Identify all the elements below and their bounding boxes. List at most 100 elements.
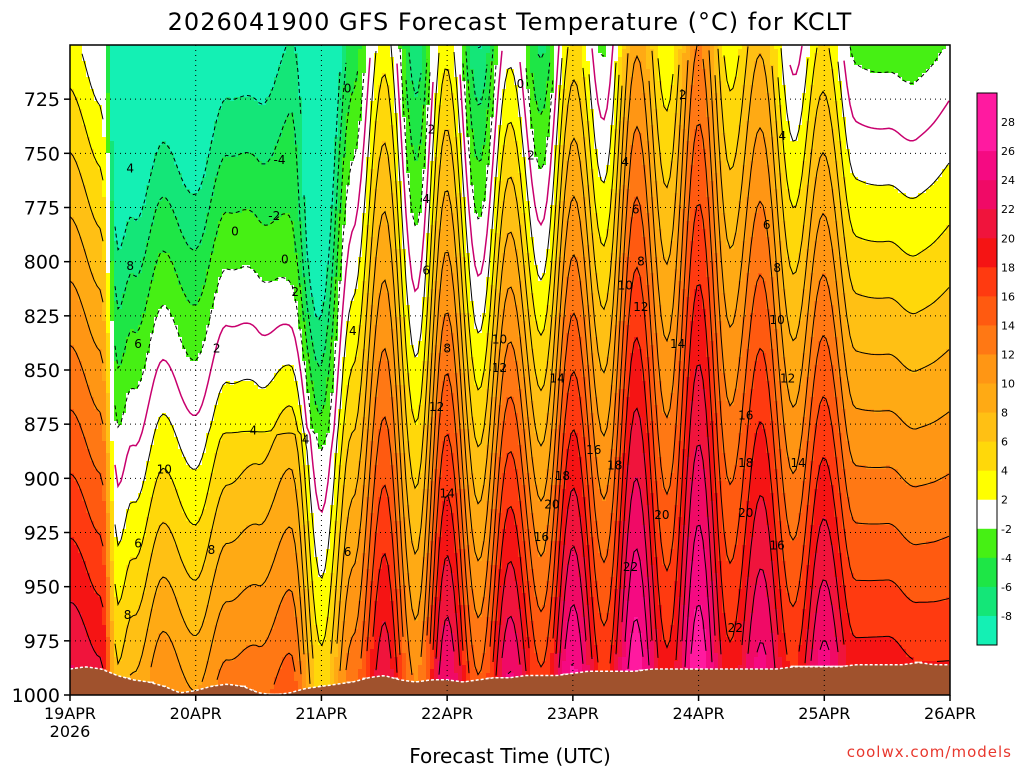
temperature-cell xyxy=(146,137,151,142)
temperature-cell xyxy=(106,241,111,246)
temperature-cell xyxy=(90,469,95,474)
temperature-cell xyxy=(170,145,175,150)
temperature-cell xyxy=(94,69,99,74)
temperature-cell xyxy=(106,217,111,222)
temperature-cell xyxy=(186,361,191,366)
temperature-cell xyxy=(106,273,111,278)
temperature-cell xyxy=(90,249,95,254)
temperature-cell xyxy=(114,161,119,166)
temperature-cell xyxy=(162,665,167,670)
temperature-cell xyxy=(194,269,199,274)
temperature-cell xyxy=(106,185,111,190)
temperature-cell xyxy=(126,589,131,594)
temperature-cell xyxy=(182,337,187,342)
temperature-cell xyxy=(162,505,167,510)
temperature-cell xyxy=(126,637,131,642)
temperature-cell xyxy=(126,129,131,134)
temperature-cell xyxy=(82,513,87,518)
temperature-cell xyxy=(110,313,115,318)
temperature-cell xyxy=(98,333,103,338)
temperature-cell xyxy=(110,133,115,138)
temperature-cell xyxy=(178,245,183,250)
temperature-cell xyxy=(94,293,99,298)
temperature-cell xyxy=(186,129,191,134)
temperature-cell xyxy=(126,181,131,186)
temperature-cell xyxy=(98,181,103,186)
temperature-cell xyxy=(94,609,99,614)
temperature-cell xyxy=(190,341,195,346)
temperature-cell xyxy=(90,425,95,430)
temperature-cell xyxy=(118,393,123,398)
temperature-cell xyxy=(94,125,99,130)
temperature-cell xyxy=(126,645,131,650)
temperature-cell xyxy=(86,213,91,218)
temperature-cell xyxy=(78,121,83,126)
temperature-cell xyxy=(178,109,183,114)
temperature-cell xyxy=(134,561,139,566)
temperature-cell xyxy=(138,173,143,178)
temperature-cell xyxy=(106,481,111,486)
temperature-cell xyxy=(190,53,195,58)
temperature-cell xyxy=(154,245,159,250)
temperature-cell xyxy=(78,649,83,654)
temperature-cell xyxy=(110,113,115,118)
temperature-cell xyxy=(102,61,107,66)
temperature-cell xyxy=(130,449,135,454)
temperature-cell xyxy=(146,553,151,558)
temperature-cell xyxy=(106,541,111,546)
temperature-cell xyxy=(126,377,131,382)
temperature-cell xyxy=(106,209,111,214)
temperature-cell xyxy=(162,169,167,174)
temperature-cell xyxy=(106,213,111,218)
temperature-cell xyxy=(110,449,115,454)
temperature-cell xyxy=(190,337,195,342)
temperature-cell xyxy=(166,569,171,574)
temperature-cell xyxy=(74,581,79,586)
temperature-cell xyxy=(158,649,163,654)
temperature-cell xyxy=(118,277,123,282)
temperature-cell xyxy=(194,89,199,94)
temperature-cell xyxy=(102,441,107,446)
temperature-cell xyxy=(166,353,171,358)
temperature-cell xyxy=(174,409,179,414)
temperature-cell xyxy=(114,549,119,554)
temperature-cell xyxy=(174,417,179,422)
temperature-cell xyxy=(150,245,155,250)
temperature-cell xyxy=(138,49,143,54)
temperature-cell xyxy=(166,281,171,286)
temperature-cell xyxy=(146,309,151,314)
temperature-cell xyxy=(90,317,95,322)
temperature-cell xyxy=(138,117,143,122)
temperature-cell xyxy=(146,265,151,270)
temperature-cell xyxy=(186,165,191,170)
temperature-cell xyxy=(134,221,139,226)
temperature-cell xyxy=(178,269,183,274)
temperature-cell xyxy=(166,501,171,506)
temperature-cell xyxy=(158,481,163,486)
temperature-cell xyxy=(170,405,175,410)
temperature-cell xyxy=(86,353,91,358)
temperature-cell xyxy=(158,665,163,670)
temperature-cell xyxy=(118,581,123,586)
temperature-cell xyxy=(166,117,171,122)
temperature-cell xyxy=(158,77,163,82)
temperature-cell xyxy=(94,245,99,250)
temperature-cell xyxy=(154,93,159,98)
temperature-cell xyxy=(138,457,143,462)
temperature-cell xyxy=(170,253,175,258)
temperature-cell xyxy=(138,585,143,590)
temperature-cell xyxy=(138,245,143,250)
temperature-cell xyxy=(74,465,79,470)
temperature-cell xyxy=(114,141,119,146)
temperature-cell xyxy=(158,569,163,574)
temperature-cell xyxy=(106,269,111,274)
temperature-cell xyxy=(158,457,163,462)
temperature-cell xyxy=(154,241,159,246)
temperature-cell xyxy=(106,549,111,554)
temperature-cell xyxy=(78,53,83,58)
temperature-cell xyxy=(82,541,87,546)
temperature-cell xyxy=(166,69,171,74)
temperature-cell xyxy=(146,353,151,358)
temperature-cell xyxy=(158,645,163,650)
temperature-cell xyxy=(154,273,159,278)
